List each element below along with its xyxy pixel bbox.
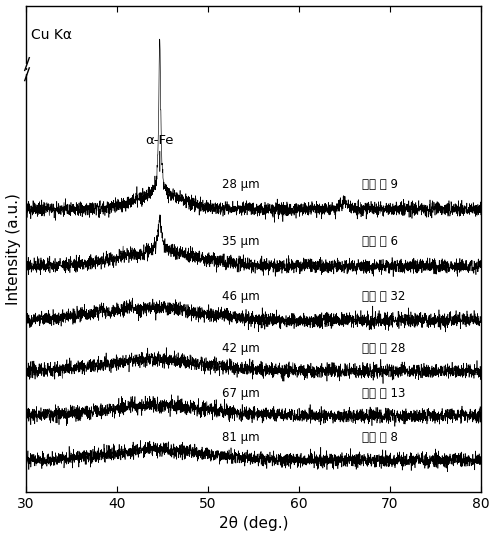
- Text: 对比 例 6: 对比 例 6: [362, 235, 398, 249]
- Text: 28 μm: 28 μm: [222, 178, 259, 191]
- Text: 46 μm: 46 μm: [222, 289, 259, 302]
- X-axis label: 2θ (deg.): 2θ (deg.): [219, 517, 288, 532]
- Text: Cu Kα: Cu Kα: [31, 28, 72, 42]
- Text: 35 μm: 35 μm: [222, 235, 259, 249]
- Y-axis label: Intensity (a.u.): Intensity (a.u.): [5, 193, 21, 304]
- Text: 实施 例 28: 实施 例 28: [362, 342, 406, 355]
- Text: α-Fe: α-Fe: [146, 134, 174, 147]
- Text: 67 μm: 67 μm: [222, 387, 259, 400]
- Text: 实施 例 13: 实施 例 13: [362, 387, 406, 400]
- Text: 实施 例 8: 实施 例 8: [362, 431, 398, 444]
- Text: 81 μm: 81 μm: [222, 431, 259, 444]
- Text: 对比 例 9: 对比 例 9: [362, 178, 398, 191]
- Text: 实施 例 32: 实施 例 32: [362, 289, 406, 302]
- Text: 42 μm: 42 μm: [222, 342, 259, 355]
